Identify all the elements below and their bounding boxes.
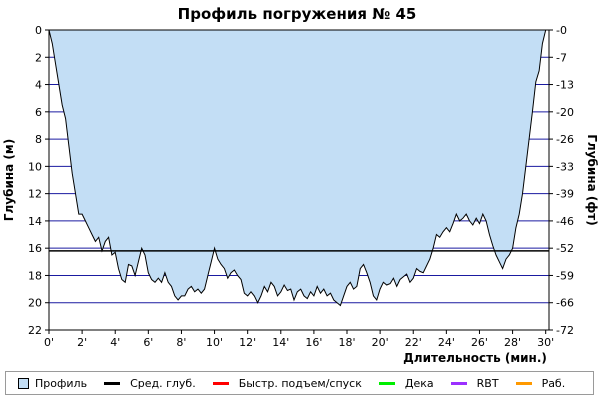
legend-swatch: [515, 381, 532, 385]
y-right-tick-label: -59: [556, 269, 574, 282]
profile-line: [48, 29, 547, 307]
legend-label: Быстр. подъем/спуск: [238, 376, 362, 390]
y-left-tick-label: 12: [28, 188, 42, 201]
legend: Профиль Сред. глуб. Быстр. подъем/спуск Дек…: [5, 371, 594, 395]
x-tick-label: 28': [504, 336, 521, 349]
x-tick-label: 12': [239, 336, 256, 349]
legend-item: RBT: [450, 376, 499, 390]
y-axis-left-title: Глубина (м): [2, 139, 16, 221]
y-right-tick-label: -46: [556, 215, 574, 228]
y-right-tick-label: -26: [556, 133, 574, 146]
y-right-tick-label: -7: [556, 51, 567, 64]
x-tick-label: 10': [206, 336, 223, 349]
y-left-tick-label: 0: [35, 24, 42, 37]
y-left-tick-label: 2: [35, 51, 42, 64]
plot-frame: [48, 29, 550, 331]
x-tick-label: 16': [305, 336, 322, 349]
x-tick-label: 8': [176, 336, 186, 349]
legend-swatch: [450, 381, 467, 385]
y-left-tick-label: 4: [35, 79, 42, 92]
y-right-tick-label: -39: [556, 188, 574, 201]
y-left-tick-label: 8: [35, 133, 42, 146]
y-left-tick-label: 16: [28, 242, 42, 255]
legend-label: RBT: [476, 376, 499, 390]
y-axis-right: -0 -7 -13 -20 -26 -33 -39 -46 -52 -59 -66 -72: [549, 24, 574, 337]
legend-label: Профиль: [35, 376, 88, 390]
y-left-tick-label: 22: [28, 324, 42, 337]
legend-item: Профиль: [18, 377, 87, 390]
y-left-tick-label: 10: [28, 160, 42, 173]
legend-swatch: [104, 381, 121, 385]
chart-title: Профиль погружения № 45: [178, 5, 417, 23]
legend-item: Раб.: [515, 376, 566, 390]
x-tick-label: 20': [372, 336, 389, 349]
y-axis-right-title: Глубина (фт): [585, 134, 599, 225]
y-right-tick-label: -20: [556, 106, 574, 119]
legend-label: Дека: [404, 376, 434, 390]
y-right-tick-label: -33: [556, 160, 574, 173]
legend-label: Раб.: [541, 376, 566, 390]
legend-swatch: [378, 381, 395, 385]
x-tick-label: 2': [77, 336, 87, 349]
legend-swatch: [18, 377, 29, 389]
y-right-tick-label: -13: [556, 79, 574, 92]
profile-area: [49, 30, 546, 306]
x-tick-label: 26': [471, 336, 488, 349]
legend-item: Сред. глуб.: [104, 377, 196, 390]
legend-label: Сред. глуб.: [130, 376, 196, 390]
y-left-tick-label: 6: [35, 106, 42, 119]
dive-profile-chart: Профиль погружения № 45 0' 2' 4' 6' 8' 10' 12'…: [2, 5, 599, 365]
legend-item: Быстр. подъем/спуск: [212, 376, 362, 390]
y-right-tick-label: -52: [556, 242, 574, 255]
x-tick-label: 18': [338, 336, 355, 349]
x-tick-label: 6': [143, 336, 153, 349]
x-tick-label: 30': [537, 336, 554, 349]
x-tick-label: 22': [405, 336, 422, 349]
x-tick-label: 24': [438, 336, 455, 349]
legend-swatch: [212, 381, 229, 385]
x-axis-title: Длительность (мин.): [403, 351, 547, 365]
x-tick-label: 0': [44, 336, 54, 349]
x-tick-label: 4': [110, 336, 120, 349]
y-left-tick-label: 14: [28, 215, 42, 228]
x-axis: 0' 2' 4' 6' 8' 10' 12' 14' 16' 18' 20' 22' 24' 26' 28'…: [44, 330, 554, 349]
y-right-tick-label: -66: [556, 297, 574, 310]
y-left-tick-label: 18: [28, 269, 42, 282]
y-left-tick-label: 20: [28, 297, 42, 310]
x-tick-label: 14': [272, 336, 289, 349]
y-right-tick-label: -0: [556, 24, 567, 37]
y-axis-left: 0 2 4 6 8 10 12 14 16 18 20 22: [28, 24, 49, 337]
legend-item: Дека: [378, 376, 434, 390]
y-right-tick-label: -72: [556, 324, 574, 337]
